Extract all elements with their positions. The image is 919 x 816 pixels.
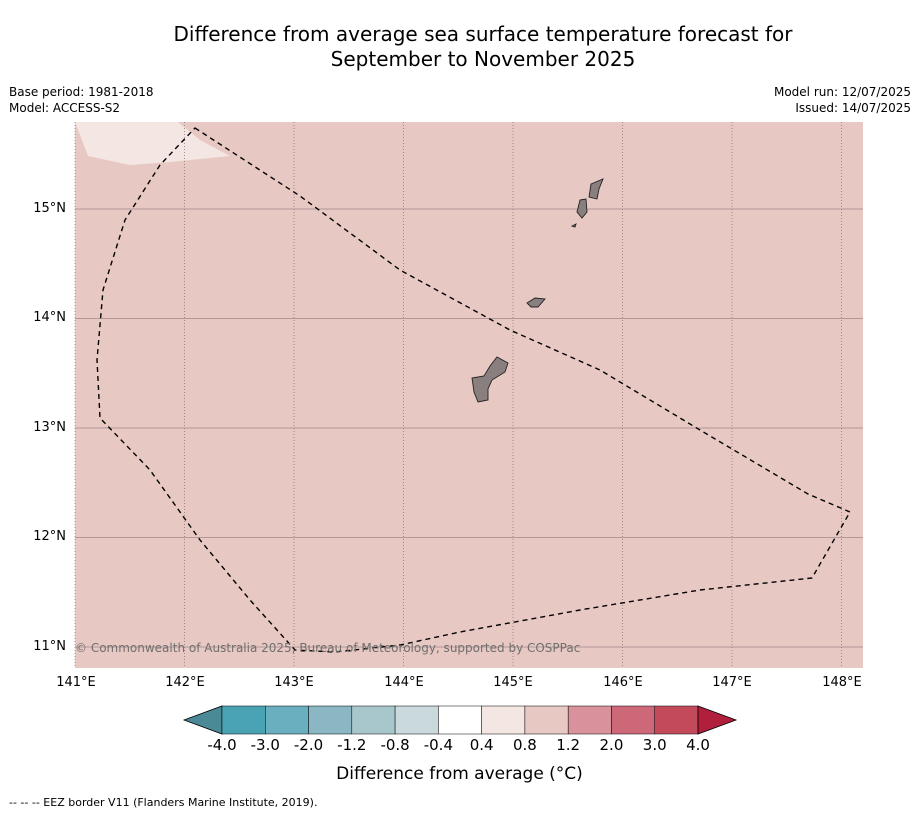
- tinian-island: [576, 198, 588, 219]
- latitude-label-13: 13°N: [33, 420, 66, 435]
- gridlines: [74, 122, 842, 668]
- ocean-anomaly-area: [75, 122, 863, 668]
- colorbar-tick-label: 3.0: [642, 736, 667, 754]
- title-line-1: Difference from average sea surface temp…: [173, 22, 793, 46]
- longitude-label-147: 147°E: [712, 675, 752, 690]
- meta-left: Base period: 1981-2018 Model: ACCESS-S2: [9, 84, 154, 116]
- latitude-label-12: 12°N: [33, 529, 66, 544]
- longitude-label-145: 145°E: [493, 675, 533, 690]
- eez-border: [96, 127, 851, 653]
- longitude-label-144: 144°E: [384, 675, 424, 690]
- colorbar-segment: [394, 705, 439, 735]
- colorbar-title: Difference from average (°C): [336, 764, 583, 784]
- colorbar-tick-label: 4.0: [686, 736, 710, 754]
- colorbar-segment: [611, 705, 655, 735]
- longitude-label-142: 142°E: [165, 675, 205, 690]
- colorbar-segment: [438, 705, 482, 735]
- colorbar-tick-label: 0.4: [469, 736, 494, 754]
- model-run-text: Model run: 12/07/2025: [773, 85, 911, 99]
- colorbar-segment: [221, 705, 266, 735]
- guam-island: [471, 356, 509, 403]
- latitude-label-11: 11°N: [33, 639, 66, 654]
- colorbar-extend-low: [182, 705, 223, 735]
- colorbar-segment: [567, 705, 612, 735]
- title-line-2: September to November 2025: [330, 47, 636, 71]
- colorbar-tick-label: 1.2: [556, 736, 581, 754]
- colorbar-tick-label: -4.0: [207, 736, 237, 754]
- copyright-notice: © Commonwealth of Australia 2025, Bureau…: [75, 641, 581, 655]
- eez-legend-note: -- -- -- EEZ border V11 (Flanders Marine…: [9, 796, 318, 809]
- colorbar-segment: [481, 705, 526, 735]
- model-text: Model: ACCESS-S2: [9, 101, 121, 115]
- latitude-label-15: 15°N: [33, 201, 66, 216]
- colorbar-tick-label: -0.4: [423, 736, 453, 754]
- colorbar-segment: [654, 705, 699, 735]
- rota-island: [526, 297, 546, 308]
- map-title: Difference from average sea surface temp…: [0, 22, 919, 72]
- latitude-lines: [75, 208, 863, 648]
- colorbar-segment: [351, 705, 396, 735]
- longitude-label-146: 146°E: [603, 675, 643, 690]
- colorbar-segment: [524, 705, 569, 735]
- colorbar-tick-label: -1.2: [337, 736, 367, 754]
- colorbar-extend-high: [697, 705, 738, 735]
- base-period-text: Base period: 1981-2018: [9, 85, 154, 99]
- colorbar-tick-label: 2.0: [599, 736, 624, 754]
- land-masses: [471, 178, 604, 403]
- colorbar-tick-label: -3.0: [250, 736, 280, 754]
- colorbar-tick-label: 0.8: [512, 736, 537, 754]
- colorbar-segment: [308, 705, 353, 735]
- colorbar-tick-label: -0.8: [380, 736, 410, 754]
- meta-right: Model run: 12/07/2025 Issued: 14/07/2025: [774, 84, 911, 116]
- longitude-label-143: 143°E: [274, 675, 314, 690]
- aguijan-islet: [570, 223, 577, 228]
- colorbar-tick-label: -2.0: [293, 736, 324, 754]
- near-zero-anomaly-patch: [75, 122, 230, 165]
- latitude-label-14: 14°N: [33, 310, 66, 325]
- issued-text: Issued: 14/07/2025: [795, 101, 911, 115]
- colorbar-segment: [265, 705, 309, 735]
- saipan-island: [588, 178, 604, 200]
- longitude-label-148: 148°E: [822, 675, 862, 690]
- colorbar: [182, 705, 738, 735]
- longitude-label-141: 141°E: [56, 675, 96, 690]
